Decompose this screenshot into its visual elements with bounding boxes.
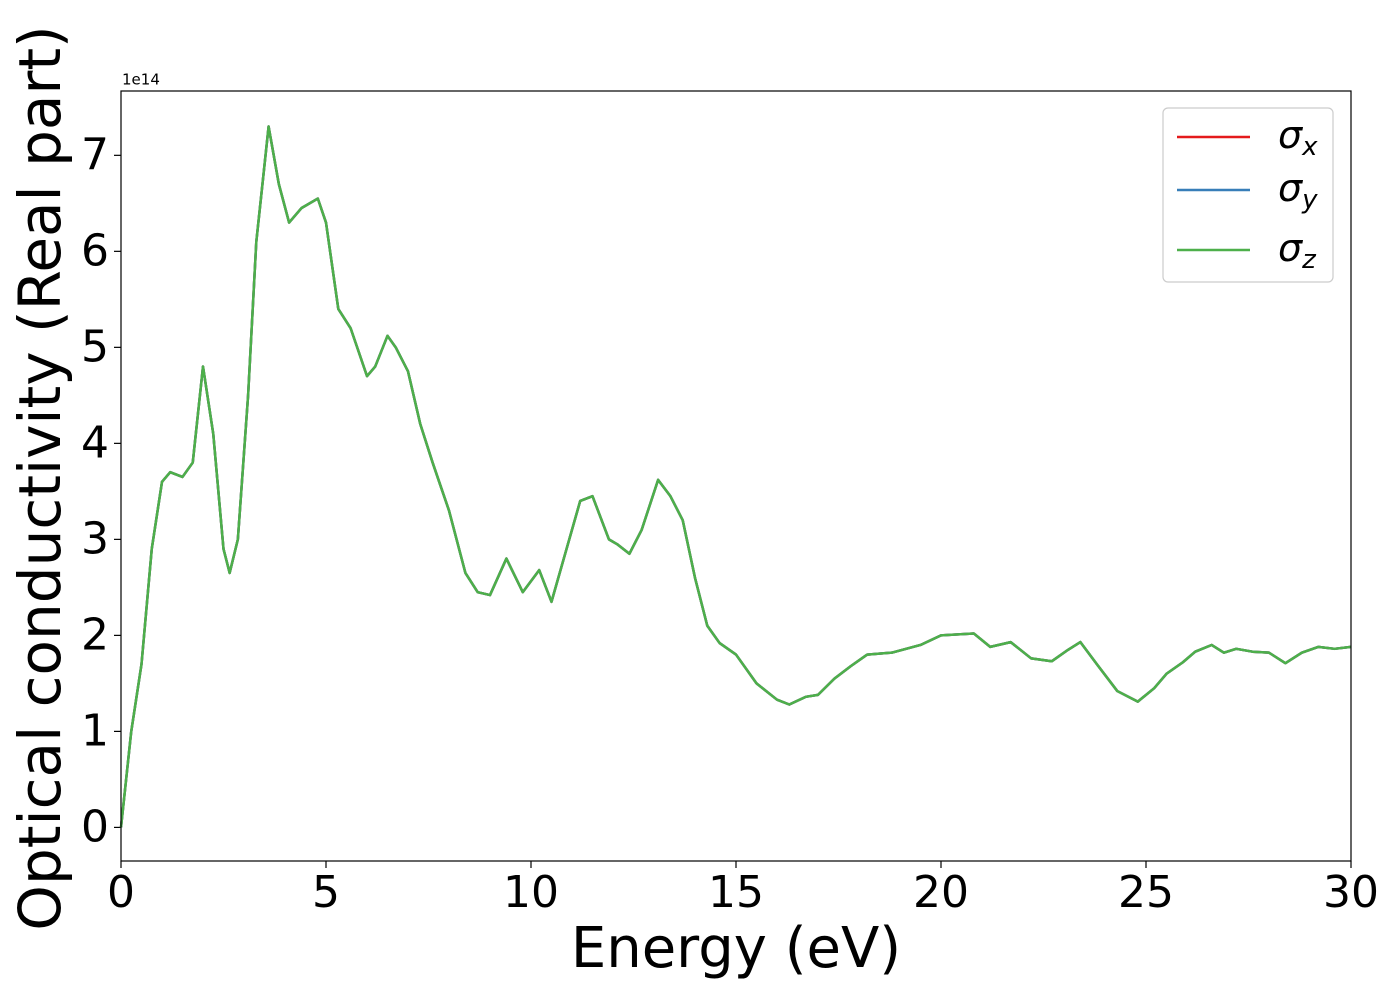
x-tick-label: 25 <box>1118 867 1174 918</box>
x-tick-label: 10 <box>503 867 559 918</box>
legend-frame <box>1162 107 1334 283</box>
y-tick-label: 3 <box>81 513 109 564</box>
y-offset-text: 1e14 <box>122 71 160 89</box>
y-tick-label: 7 <box>81 129 109 180</box>
x-tick-label: 30 <box>1323 867 1379 918</box>
x-axis-label: Energy (eV) <box>571 916 901 981</box>
legend-label: σz <box>1278 226 1317 275</box>
legend-label: σy <box>1278 166 1318 215</box>
legend-label: σx <box>1278 113 1318 162</box>
x-tick-label: 15 <box>708 867 764 918</box>
data-line <box>119 125 1352 828</box>
plot-frame <box>120 90 1352 862</box>
x-tick-label: 0 <box>107 867 135 918</box>
y-axis-label: Optical conductivity (Real part) <box>6 25 74 930</box>
y-tick-label: 2 <box>81 609 109 660</box>
x-tick-label: 5 <box>312 867 340 918</box>
y-tick-label: 4 <box>81 417 109 468</box>
y-tick-label: 1 <box>81 705 109 756</box>
x-tick-label: 20 <box>913 867 969 918</box>
y-tick-label: 6 <box>81 225 109 276</box>
y-tick-label: 0 <box>81 801 109 852</box>
y-tick-label: 5 <box>81 321 109 372</box>
